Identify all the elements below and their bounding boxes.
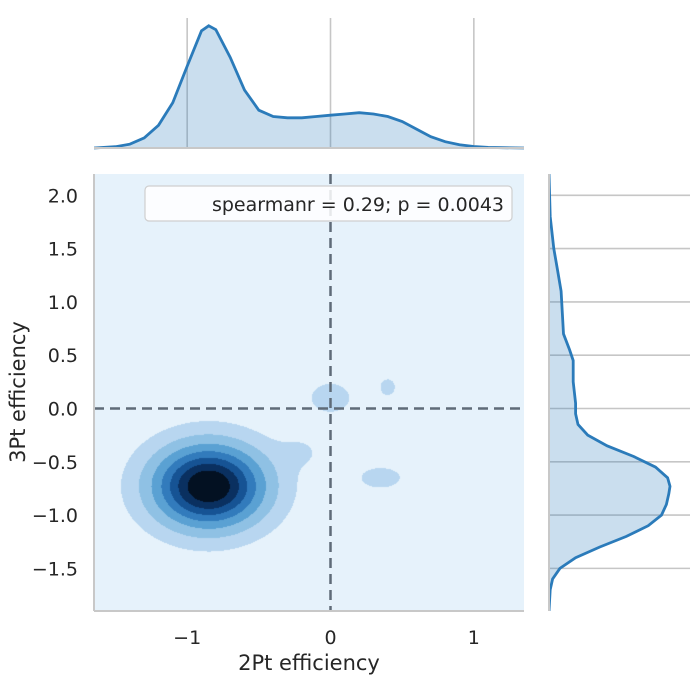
y-marginal-density-fill (549, 174, 670, 611)
x-axis-label: 2Pt efficiency (238, 651, 380, 675)
joint-panel: −1 0 1 −1.5 −1.0 −0.5 0.0 0.5 1.0 1.5 2.0 spearma… (6, 174, 524, 675)
legend-box: spearmanr = 0.29; p = 0.0043 (144, 185, 513, 222)
x-marginal-gridlines (186, 18, 475, 148)
joint-kde-contours (94, 174, 524, 611)
y-marginal-panel (548, 174, 690, 611)
y-tick-label: −0.5 (32, 452, 78, 474)
y-marginal-gridlines (549, 194, 690, 570)
legend-annotation: spearmanr = 0.29; p = 0.0043 (212, 194, 504, 216)
x-marginal-density-line (94, 24, 524, 150)
x-marginal-density-fill (94, 25, 524, 148)
x-tick-label: −1 (173, 627, 201, 649)
y-tick-label: 2.0 (48, 185, 78, 207)
y-tick-label: 1.0 (48, 292, 78, 314)
y-tick-labels: −1.5 −1.0 −0.5 0.0 0.5 1.0 1.5 2.0 (32, 185, 78, 580)
y-marginal-density-line (548, 174, 672, 611)
y-tick-label: 0.0 (48, 398, 78, 420)
x-tick-label: 0 (324, 627, 336, 649)
legend-frame (144, 185, 513, 222)
y-tick-label: −1.0 (32, 505, 78, 527)
y-tick-label: 1.5 (48, 239, 78, 261)
y-tick-label: −1.5 (32, 558, 78, 580)
x-tick-label: 1 (468, 627, 480, 649)
y-tick-label: 0.5 (48, 345, 78, 367)
y-axis-label: 3Pt efficiency (6, 321, 30, 463)
x-tick-labels: −1 0 1 (173, 627, 480, 649)
x-marginal-panel (94, 18, 524, 150)
